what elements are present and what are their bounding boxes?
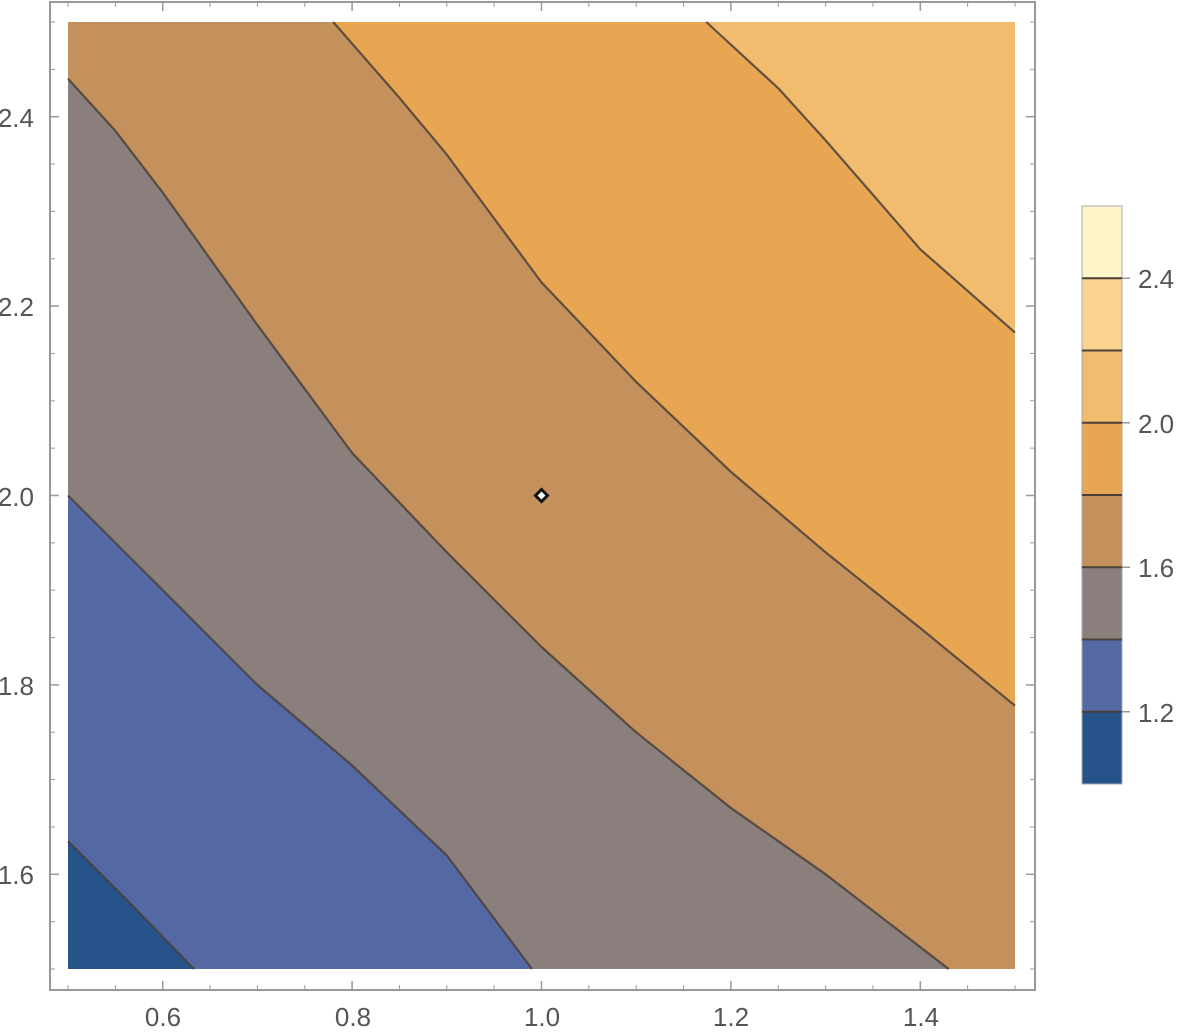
colorbar-tick-label: 1.6 bbox=[1138, 553, 1174, 583]
contour-line bbox=[67, 840, 195, 970]
contour-lines bbox=[67, 21, 1016, 970]
y-tick-label: 2.0 bbox=[0, 482, 34, 512]
x-axis-tick-labels: 0.6 0.8 1.0 1.2 1.4 bbox=[145, 1002, 939, 1032]
colorbar-swatch bbox=[1082, 206, 1122, 279]
colorbar-swatch bbox=[1082, 278, 1122, 351]
y-tick-label: 1.6 bbox=[0, 860, 34, 890]
x-tick-label: 1.4 bbox=[903, 1002, 939, 1032]
colorbar-swatches bbox=[1082, 206, 1122, 784]
y-axis-tick-labels: 1.6 1.8 2.0 2.2 2.4 bbox=[0, 103, 34, 890]
colorbar-tick-label: 2.0 bbox=[1138, 409, 1174, 439]
colorbar-swatch bbox=[1082, 350, 1122, 423]
colorbar-tick-label: 2.4 bbox=[1138, 264, 1174, 294]
colorbar-ticks bbox=[1082, 277, 1130, 713]
x-tick-label: 0.6 bbox=[145, 1002, 181, 1032]
y-tick-label: 1.8 bbox=[0, 671, 34, 701]
colorbar-tick-label: 1.2 bbox=[1138, 698, 1174, 728]
contour-line bbox=[67, 78, 950, 970]
contour-line bbox=[705, 21, 1016, 334]
axis-ticks bbox=[50, 2, 1035, 990]
y-tick-label: 2.2 bbox=[0, 292, 34, 322]
y-tick-label: 2.4 bbox=[0, 103, 34, 133]
x-tick-label: 1.2 bbox=[713, 1002, 749, 1032]
colorbar-swatch bbox=[1082, 639, 1122, 712]
contour-band bbox=[68, 495, 532, 969]
contour-line bbox=[67, 494, 533, 970]
colorbar-swatch bbox=[1082, 495, 1122, 568]
diamond-marker bbox=[533, 487, 550, 504]
x-tick-label: 1.0 bbox=[524, 1002, 560, 1032]
colorbar-legend: 1.2 1.6 2.0 2.4 bbox=[1081, 205, 1174, 785]
contour-line bbox=[332, 21, 1016, 707]
point-marker bbox=[533, 487, 550, 504]
x-tick-label: 0.8 bbox=[335, 1002, 371, 1032]
colorbar-swatch bbox=[1082, 567, 1122, 640]
colorbar-swatch bbox=[1082, 711, 1122, 784]
colorbar-swatch bbox=[1082, 422, 1122, 495]
